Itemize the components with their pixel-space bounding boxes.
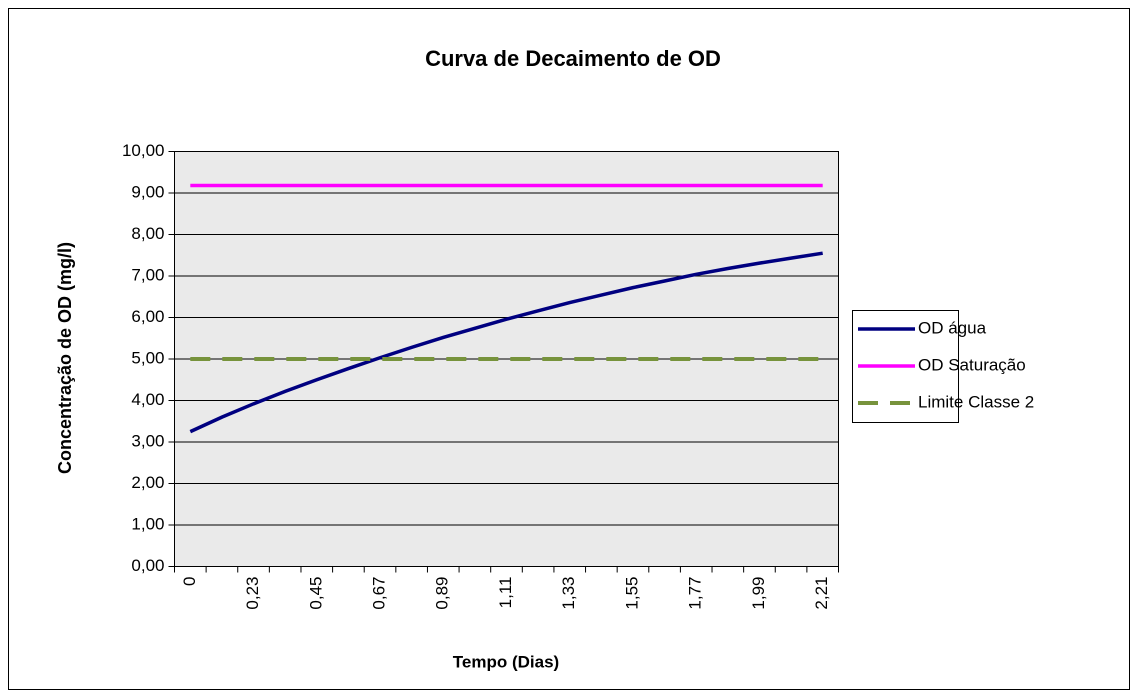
legend-label: Limite Classe 2 [918, 392, 1034, 411]
y-tick-label: 1,00 [131, 514, 164, 533]
y-tick-label: 2,00 [131, 473, 164, 492]
chart-title: Curva de Decaimento de OD [425, 46, 721, 71]
y-tick-label: 10,00 [122, 141, 165, 160]
x-axis-label: Tempo (Dias) [453, 652, 559, 671]
x-tick-label: 1,33 [559, 577, 578, 610]
y-tick-label: 6,00 [131, 307, 164, 326]
x-tick-label: 1,77 [686, 577, 705, 610]
x-tick-label: 0,67 [370, 577, 389, 610]
x-tick-label: 0,89 [433, 577, 452, 610]
y-tick-label: 4,00 [131, 390, 164, 409]
y-tick-label: 7,00 [131, 265, 164, 284]
y-axis-label: Concentração de OD (mg/l) [55, 242, 75, 474]
x-tick-label: 0,45 [306, 577, 325, 610]
plot-border [174, 151, 839, 567]
x-tick-label: 2,21 [812, 577, 831, 610]
y-tick-label: 3,00 [131, 431, 164, 450]
x-tick-label: 0,23 [243, 577, 262, 610]
y-tick-label: 5,00 [131, 348, 164, 367]
x-tick-label: 1,55 [622, 577, 641, 610]
y-tick-label: 8,00 [131, 224, 164, 243]
x-tick-label: 0 [180, 577, 199, 586]
legend-label: OD Saturação [918, 355, 1026, 374]
y-tick-label: 0,00 [131, 556, 164, 575]
x-tick-label: 1,99 [749, 577, 768, 610]
x-tick-label: 1,11 [496, 577, 515, 609]
legend-label: OD água [918, 318, 987, 337]
y-tick-label: 9,00 [131, 182, 164, 201]
series-line [189, 251, 823, 434]
